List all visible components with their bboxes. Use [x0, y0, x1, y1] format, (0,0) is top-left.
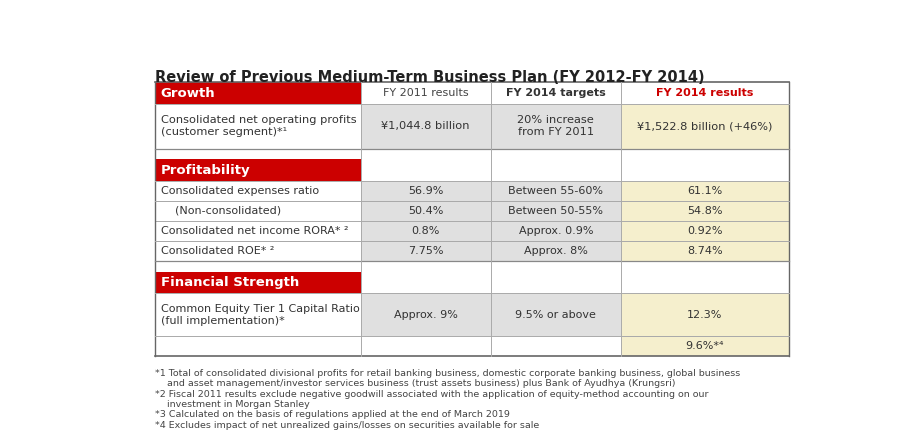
Text: and asset management/investor services business (trust assets business) plus Ban: and asset management/investor services b… [155, 379, 676, 388]
Bar [621, 293, 789, 336]
Bar [155, 82, 361, 104]
Text: investment in Morgan Stanley: investment in Morgan Stanley [155, 400, 310, 409]
Bar [621, 241, 789, 261]
Text: ¥1,522.8 billion (+46%): ¥1,522.8 billion (+46%) [637, 121, 773, 131]
Text: 20% increase
from FY 2011: 20% increase from FY 2011 [518, 115, 594, 137]
Text: Approx. 0.9%: Approx. 0.9% [518, 226, 593, 236]
Text: 7.75%: 7.75% [408, 246, 444, 256]
Bar [361, 201, 491, 221]
Bar [621, 104, 789, 149]
Bar [155, 159, 361, 181]
Bar [361, 293, 491, 336]
Bar [621, 221, 789, 241]
Text: Approx. 8%: Approx. 8% [524, 246, 588, 256]
Bar [491, 293, 621, 336]
Bar [491, 104, 621, 149]
Text: *3 Calculated on the basis of regulations applied at the end of March 2019: *3 Calculated on the basis of regulation… [155, 410, 510, 419]
Bar [621, 201, 789, 221]
Text: Common Equity Tier 1 Capital Ratio
(full implementation)*: Common Equity Tier 1 Capital Ratio (full… [160, 304, 359, 326]
Bar [491, 241, 621, 261]
Text: 56.9%: 56.9% [408, 186, 444, 196]
Text: Between 55-60%: Between 55-60% [508, 186, 603, 196]
Text: Consolidated net income RORA* ²: Consolidated net income RORA* ² [160, 226, 348, 236]
Text: 0.92%: 0.92% [688, 226, 723, 236]
Bar [621, 181, 789, 201]
Text: FY 2014 targets: FY 2014 targets [506, 88, 606, 98]
Bar [361, 241, 491, 261]
Text: Approx. 9%: Approx. 9% [393, 310, 457, 320]
Text: 54.8%: 54.8% [688, 206, 723, 216]
Text: *2 Fiscal 2011 results exclude negative goodwill associated with the application: *2 Fiscal 2011 results exclude negative … [155, 389, 708, 399]
Text: Growth: Growth [160, 87, 215, 99]
Bar [491, 201, 621, 221]
Text: FY 2011 results: FY 2011 results [382, 88, 468, 98]
Text: Between 50-55%: Between 50-55% [508, 206, 603, 216]
Text: FY 2014 results: FY 2014 results [656, 88, 753, 98]
Bar [361, 272, 789, 293]
Text: 0.8%: 0.8% [411, 226, 440, 236]
Text: Financial Strength: Financial Strength [160, 276, 299, 289]
Text: ¥1,044.8 billion: ¥1,044.8 billion [382, 121, 470, 131]
Text: 50.4%: 50.4% [408, 206, 444, 216]
Text: 12.3%: 12.3% [688, 310, 723, 320]
Bar [155, 272, 361, 293]
Bar [361, 221, 491, 241]
Text: Consolidated net operating profits
(customer segment)*¹: Consolidated net operating profits (cust… [160, 115, 356, 137]
Text: Consolidated expenses ratio: Consolidated expenses ratio [160, 186, 319, 196]
Bar [621, 336, 789, 356]
Text: 9.5% or above: 9.5% or above [516, 310, 596, 320]
Text: Consolidated ROE* ²: Consolidated ROE* ² [160, 246, 274, 256]
Bar [361, 82, 789, 104]
Text: Review of Previous Medium-Term Business Plan (FY 2012-FY 2014): Review of Previous Medium-Term Business … [155, 70, 705, 85]
Text: *1 Total of consolidated divisional profits for retail banking business, domesti: *1 Total of consolidated divisional prof… [155, 369, 741, 378]
Bar [361, 159, 789, 181]
Bar [361, 104, 491, 149]
Bar [491, 181, 621, 201]
Text: (Non-consolidated): (Non-consolidated) [160, 206, 281, 216]
Text: 8.74%: 8.74% [688, 246, 723, 256]
Text: 9.6%*⁴: 9.6%*⁴ [686, 341, 724, 351]
Bar [361, 181, 491, 201]
Text: 61.1%: 61.1% [688, 186, 723, 196]
Text: *4 Excludes impact of net unrealized gains/losses on securities available for sa: *4 Excludes impact of net unrealized gai… [155, 421, 539, 430]
Bar [491, 221, 621, 241]
Text: Profitability: Profitability [160, 164, 250, 177]
